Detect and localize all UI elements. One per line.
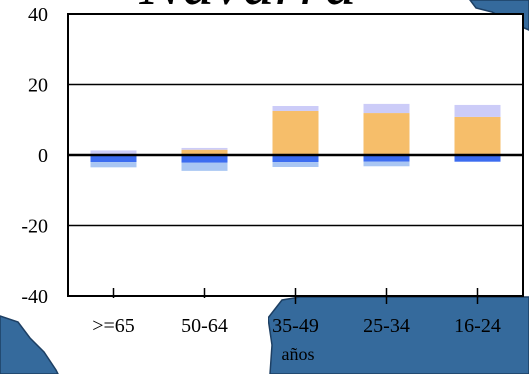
bar-segment [363,155,410,162]
bar-segment [363,103,410,114]
y-tick-labels: 40 20 0 -20 -40 [21,4,48,308]
bar-segment [454,104,501,117]
y-tick-label: 0 [38,145,48,167]
bar-segment [272,155,319,163]
x-tick-label: >=65 [92,315,135,337]
bar-segment [181,155,228,163]
x-axis-label: años [282,344,315,364]
chart-title: Navarra [139,0,357,18]
x-tick-label: 25-34 [363,315,410,337]
bar-segment [363,161,410,167]
bar-segment [90,155,137,163]
x-tick-label: 50-64 [181,315,228,337]
x-tick-label: 35-49 [272,315,319,337]
bar-segment [454,155,501,162]
y-tick-label: 40 [28,4,48,26]
y-tick-label: -20 [21,216,48,238]
bar-segment [272,110,319,155]
gridlines [68,83,523,227]
x-tick-label: 16-24 [454,315,501,337]
bar-segment [272,106,319,111]
x-labels-band-left [68,298,268,340]
y-tick-label: -40 [21,286,48,308]
map-region-bottom-left [0,315,59,374]
bar-segment [90,150,137,154]
bar-segment [454,116,501,155]
y-tick-label: 20 [28,75,48,97]
x-tick-labels: >=65 50-64 35-49 25-34 16-24 [92,315,501,337]
bar-segment [181,147,228,150]
map-region-bottom-right [267,296,529,374]
bar-segment [181,149,228,155]
bar-segment [363,113,410,155]
bars-group [90,103,501,171]
bar-segment [181,162,228,171]
bar-segment [90,162,137,168]
bar-segment [272,162,319,167]
y-labels-band [0,0,66,305]
